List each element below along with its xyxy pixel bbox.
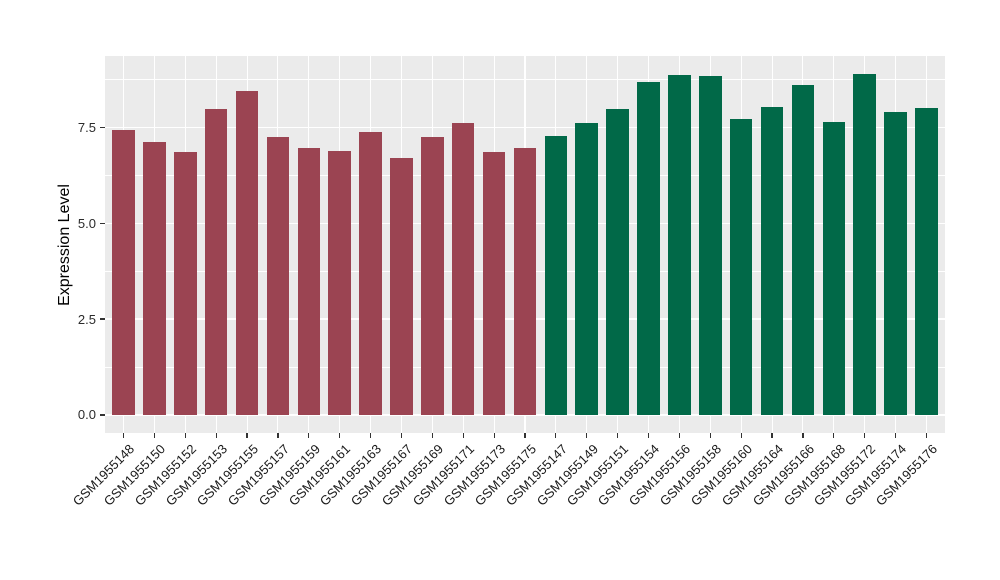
- x-tick-mark: [493, 433, 495, 438]
- x-tick-mark: [153, 433, 155, 438]
- bar-GSM1955161: [328, 151, 351, 415]
- y-tick-mark: [100, 318, 105, 320]
- x-tick-mark: [833, 433, 835, 438]
- bar-GSM1955175: [513, 148, 537, 415]
- bar-GSM1955158: [699, 76, 722, 415]
- plot-panel: [105, 56, 945, 433]
- bar-GSM1955167: [390, 157, 413, 415]
- bar-GSM1955153: [204, 108, 228, 415]
- bar-GSM1955171: [451, 123, 475, 415]
- x-tick-mark: [802, 433, 804, 438]
- y-tick-label: 2.5: [77, 311, 96, 327]
- x-tick-mark: [462, 433, 464, 438]
- x-tick-mark: [246, 433, 248, 438]
- x-tick-mark: [122, 433, 125, 438]
- x-tick-mark: [308, 433, 310, 438]
- x-tick-mark: [617, 433, 619, 438]
- x-tick-mark: [369, 433, 372, 438]
- x-tick-mark: [586, 433, 588, 438]
- y-tick-mark: [100, 222, 105, 224]
- x-tick-mark: [339, 433, 341, 438]
- bar-GSM1955176: [915, 107, 938, 415]
- bar-GSM1955150: [143, 141, 166, 415]
- x-tick-mark: [894, 433, 897, 438]
- bar-GSM1955168: [822, 121, 846, 415]
- x-tick-mark: [184, 433, 186, 438]
- x-tick-mark: [925, 433, 928, 438]
- y-tick-mark: [100, 414, 105, 416]
- y-tick-mark: [100, 126, 105, 128]
- x-tick-mark: [864, 433, 866, 438]
- bar-GSM1955159: [297, 147, 321, 415]
- y-tick-label: 5.0: [77, 215, 96, 231]
- bar-GSM1955172: [853, 74, 876, 415]
- bar-GSM1955157: [266, 136, 290, 415]
- x-tick-mark: [740, 433, 742, 438]
- bar-GSM1955156: [668, 74, 691, 415]
- x-tick-mark: [215, 433, 217, 438]
- bar-GSM1955152: [174, 152, 197, 415]
- bar-GSM1955164: [760, 106, 784, 415]
- x-tick-mark: [771, 433, 773, 438]
- bar-GSM1955149: [575, 122, 599, 415]
- bar-GSM1955155: [235, 90, 259, 415]
- bar-GSM1955169: [421, 136, 444, 415]
- y-tick-label: 7.5: [77, 119, 96, 135]
- y-axis-title: Expression Level: [56, 183, 73, 306]
- bar-GSM1955166: [791, 84, 815, 415]
- bar-GSM1955148: [112, 129, 135, 415]
- x-tick-mark: [431, 433, 433, 438]
- x-tick-mark: [678, 433, 680, 438]
- bar-GSM1955154: [637, 81, 660, 415]
- x-tick-mark: [400, 433, 403, 438]
- bar-GSM1955147: [544, 136, 568, 415]
- x-tick-mark: [555, 433, 557, 438]
- x-tick-mark: [709, 433, 711, 438]
- bar-GSM1955173: [482, 152, 506, 415]
- x-tick-mark: [524, 433, 526, 438]
- bar-GSM1955163: [359, 131, 382, 415]
- x-tick-mark: [647, 433, 650, 438]
- bar-GSM1955151: [606, 109, 629, 415]
- x-tick-mark: [277, 433, 279, 438]
- y-tick-label: 0.0: [77, 407, 96, 423]
- bar-GSM1955160: [729, 119, 753, 415]
- bar-GSM1955174: [884, 111, 907, 415]
